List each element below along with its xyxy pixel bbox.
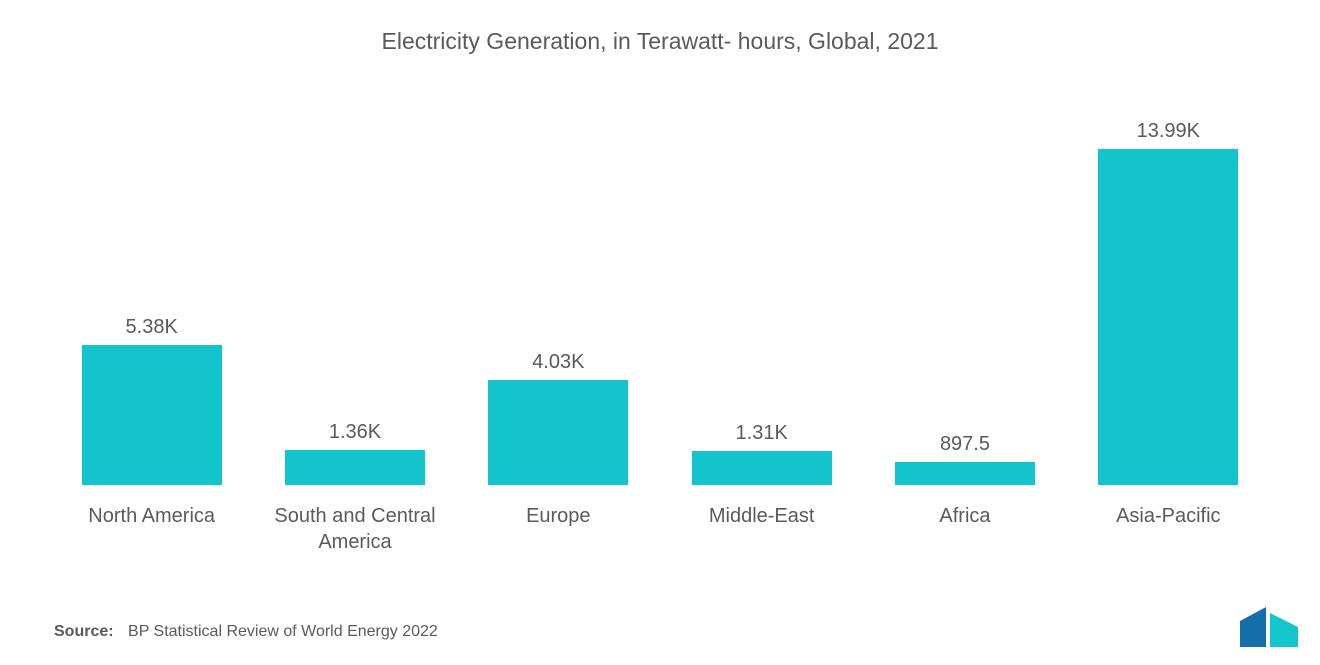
bar-col: 13.99K bbox=[1067, 120, 1270, 485]
bar bbox=[285, 450, 425, 485]
source-attribution: Source: BP Statistical Review of World E… bbox=[54, 623, 438, 641]
brand-logo-icon bbox=[1240, 607, 1298, 647]
bar bbox=[1098, 149, 1238, 485]
logo-left-path bbox=[1240, 607, 1266, 647]
chart-container: Electricity Generation, in Terawatt- hou… bbox=[0, 0, 1320, 665]
source-label: Source: bbox=[54, 623, 114, 640]
bar-col: 4.03K bbox=[457, 120, 660, 485]
bar-value-label: 897.5 bbox=[940, 433, 990, 456]
source-text: BP Statistical Review of World Energy 20… bbox=[128, 623, 438, 640]
bar-value-label: 1.31K bbox=[736, 422, 788, 445]
category-label: North America bbox=[50, 503, 253, 555]
bar-value-label: 4.03K bbox=[532, 351, 584, 374]
bar bbox=[488, 380, 628, 485]
bar-value-label: 5.38K bbox=[126, 316, 178, 339]
bar-col: 1.31K bbox=[660, 120, 863, 485]
bar bbox=[895, 462, 1035, 485]
category-label: South and Central America bbox=[253, 503, 456, 555]
bar-col: 897.5 bbox=[863, 120, 1066, 485]
category-label: Middle-East bbox=[660, 503, 863, 555]
plot-area: 5.38K 1.36K 4.03K 1.31K 897.5 13.99K bbox=[50, 120, 1270, 485]
bar-col: 1.36K bbox=[253, 120, 456, 485]
category-label: Europe bbox=[457, 503, 660, 555]
bar-col: 5.38K bbox=[50, 120, 253, 485]
bar bbox=[692, 451, 832, 485]
logo-right-path bbox=[1270, 613, 1298, 647]
chart-title: Electricity Generation, in Terawatt- hou… bbox=[0, 0, 1320, 55]
bar-value-label: 13.99K bbox=[1137, 120, 1200, 143]
bar bbox=[82, 345, 222, 485]
category-axis: North America South and Central America … bbox=[50, 503, 1270, 555]
category-label: Asia-Pacific bbox=[1067, 503, 1270, 555]
category-label: Africa bbox=[863, 503, 1066, 555]
bar-value-label: 1.36K bbox=[329, 421, 381, 444]
